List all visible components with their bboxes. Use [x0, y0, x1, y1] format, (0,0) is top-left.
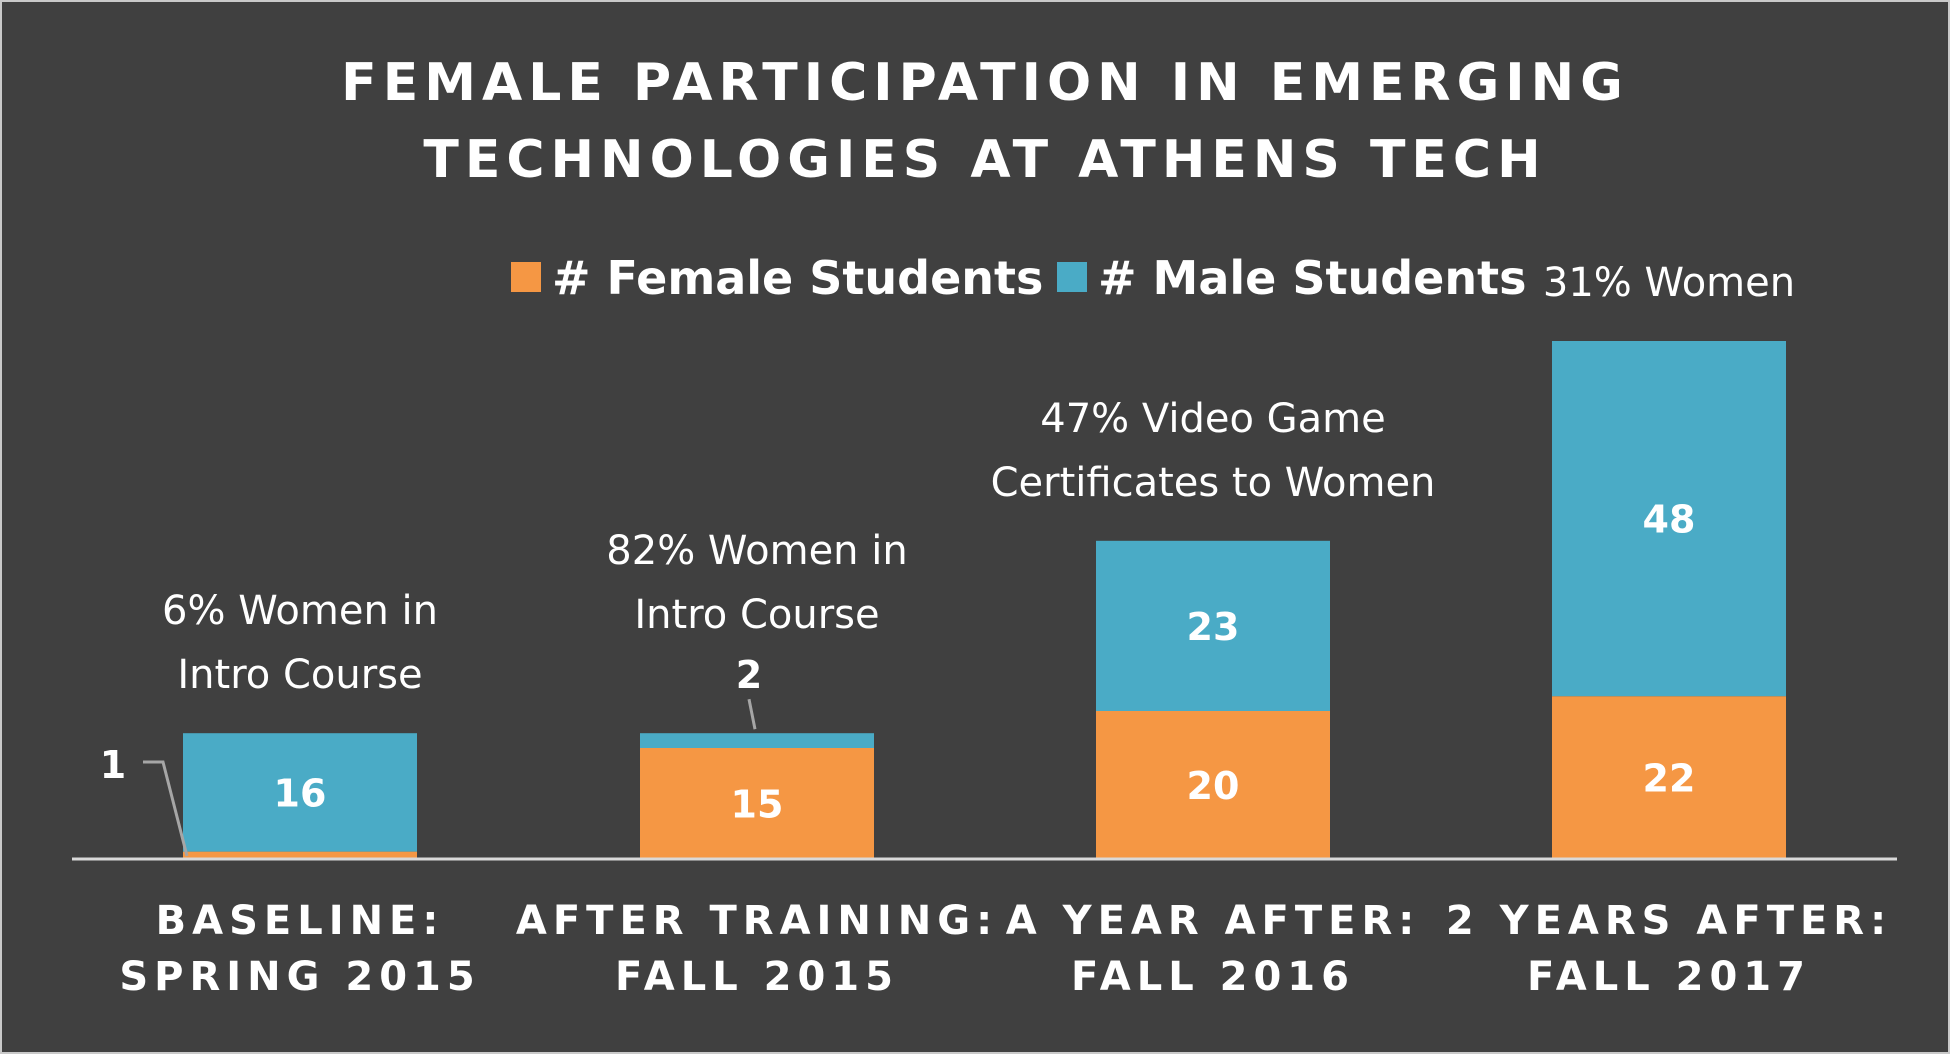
- data-label-female-1: 15: [731, 783, 784, 827]
- bar-male-2: [1096, 540, 1330, 711]
- bar-male-3: [1552, 341, 1786, 697]
- legend-swatch-male: [1057, 262, 1087, 292]
- bar-female-3: [1552, 696, 1786, 859]
- bar-female-1: [640, 748, 874, 859]
- category-label-2-line-0: A YEAR AFTER:: [1006, 898, 1421, 944]
- data-label-female-2: 20: [1187, 764, 1240, 808]
- data-label-male-2: 23: [1187, 605, 1240, 649]
- bar-female-0: [183, 851, 417, 859]
- data-label-male-1: 2: [736, 653, 762, 697]
- annotation-1-line-1: Intro Course: [634, 592, 879, 638]
- legend-swatch-female: [511, 262, 541, 292]
- data-label-female-0: 1: [100, 743, 126, 787]
- labels-layer: 1 16 6% Women in Intro Course BASELINE: SPRIN…: [100, 260, 1892, 1000]
- leader-line-male-1: [747, 698, 757, 730]
- annotation-0-line-1: Intro Course: [177, 652, 422, 698]
- data-label-female-3: 22: [1643, 757, 1696, 801]
- annotation-2-line-1: Certificates to Women: [991, 460, 1436, 506]
- annotation-1-line-0: 82% Women in: [606, 528, 907, 574]
- bars-layer: [183, 341, 1786, 859]
- chart-title-line-1: FEMALE PARTICIPATION IN EMERGING: [341, 53, 1629, 113]
- category-label-2-line-1: FALL 2016: [1071, 954, 1355, 1000]
- data-label-male-3: 48: [1643, 498, 1696, 542]
- category-label-0-line-1: SPRING 2015: [119, 954, 480, 1000]
- bar-male-0: [183, 733, 417, 852]
- category-label-3-line-0: 2 YEARS AFTER:: [1446, 898, 1892, 944]
- chart-title: FEMALE PARTICIPATION IN EMERGING TECHNOL…: [341, 53, 1629, 190]
- bar-male-1: [640, 733, 874, 748]
- data-label-male-0: 16: [274, 771, 327, 815]
- category-label-1-line-1: FALL 2015: [615, 954, 899, 1000]
- annotation-0-line-0: 6% Women in: [162, 588, 438, 634]
- legend: # Female Students # Male Students: [511, 251, 1526, 305]
- category-label-1-line-0: AFTER TRAINING:: [516, 898, 998, 944]
- annotation-2-line-0: 47% Video Game: [1040, 396, 1386, 442]
- leader-line-female-0: [143, 760, 189, 857]
- chart-title-line-2: TECHNOLOGIES AT ATHENS TECH: [423, 130, 1546, 190]
- category-label-3-line-1: FALL 2017: [1527, 954, 1811, 1000]
- legend-label-female: # Female Students: [552, 251, 1043, 305]
- bar-female-2: [1096, 711, 1330, 859]
- legend-label-male: # Male Students: [1098, 251, 1526, 305]
- annotation-3-line-0: 31% Women: [1543, 260, 1795, 306]
- category-label-0-line-0: BASELINE:: [156, 898, 445, 944]
